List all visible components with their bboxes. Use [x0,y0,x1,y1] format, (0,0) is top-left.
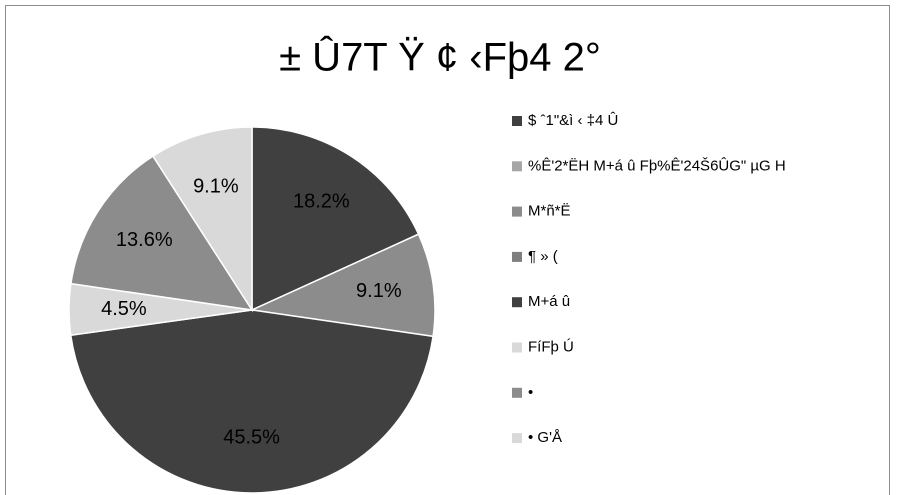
legend-label: %Ê'2*ËH M+á û Fþ%Ê'24Š6ÛG" µG H [528,157,786,174]
data-label: 13.6% [116,229,173,251]
plot: 18.2% 9.1% 45.5% 4.5% 13.6% 9.1% $ ˆ1"&ì ‹ ‡4 … [68,112,786,494]
legend-label: • [528,384,533,401]
legend-swatch [512,342,522,353]
legend-swatch [512,297,522,308]
legend-swatch [512,206,522,217]
data-label: 45.5% [223,426,280,448]
data-label: 9.1% [356,280,402,302]
data-label: 9.1% [193,175,239,197]
legend-swatch [512,387,522,398]
legend-swatch [512,161,522,172]
pie-slice [70,155,254,311]
pie-slice [251,126,420,312]
pie-slice [249,233,436,338]
legend-label: M+á û [528,293,570,310]
legend-swatch [512,116,522,126]
legend-label: FíFþ Ú [528,338,574,355]
legend-label: $ ˆ1"&ì ‹ ‡4 Û [528,112,618,129]
legend-label: ¶ » ( [528,248,558,265]
chart-title: ± Û7T Ÿ ¢ ‹Fþ4 2° [279,35,601,80]
legend-label: • G'Å [528,429,562,446]
legend-swatch [512,433,522,444]
data-label: 18.2% [293,191,350,213]
legend-swatch [512,251,522,262]
legend-label: M*ñ*Ë [528,203,571,220]
pie-slice [151,126,253,313]
pie-slice [69,309,434,494]
data-label: 4.5% [101,298,147,320]
